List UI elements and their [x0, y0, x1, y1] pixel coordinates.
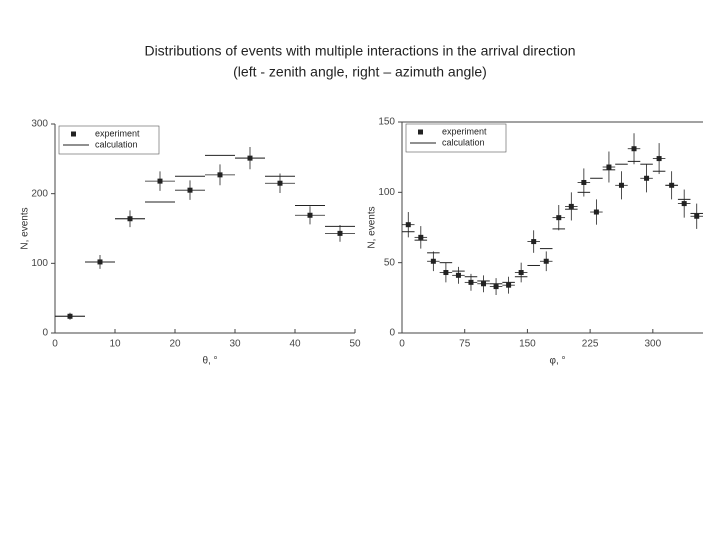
legend-label: experiment [442, 126, 487, 136]
y-tick-label: 300 [31, 119, 48, 130]
data-point [631, 146, 637, 152]
data-point [581, 179, 587, 185]
data-point [430, 258, 436, 264]
data-point [405, 222, 411, 228]
y-tick-label: 0 [42, 328, 48, 339]
x-axis-label: θ, ° [202, 356, 217, 367]
slide-title: Distributions of events with multiple in… [144, 43, 575, 59]
x-tick-label: 30 [229, 339, 241, 350]
legend-marker [418, 129, 423, 135]
legend-label: experiment [95, 128, 140, 138]
data-point [694, 213, 700, 219]
legend-box [405, 123, 507, 153]
x-tick-label: 225 [582, 339, 599, 350]
data-point [217, 172, 223, 178]
x-tick-label: 0 [52, 339, 58, 350]
data-point [307, 212, 313, 218]
data-point [681, 201, 687, 207]
y-tick-label: 0 [389, 328, 395, 339]
y-tick-label: 150 [378, 117, 395, 128]
data-point [644, 175, 650, 181]
x-tick-label: 300 [644, 339, 661, 350]
data-point [568, 203, 574, 209]
x-tick-label: 50 [349, 339, 361, 350]
y-tick-label: 100 [31, 258, 48, 269]
y-tick-label: 50 [384, 257, 396, 268]
y-axis-label: N, events [367, 206, 378, 248]
data-point [618, 182, 624, 188]
data-point [157, 178, 163, 184]
data-point [455, 272, 461, 278]
data-point [606, 164, 612, 170]
x-tick-label: 20 [169, 339, 181, 350]
data-point [506, 282, 512, 288]
data-point [277, 180, 283, 186]
legend-box [58, 125, 160, 155]
data-point [493, 284, 499, 290]
slide-subtitle: (left - zenith angle, right – azimuth an… [233, 64, 487, 80]
data-point [543, 258, 549, 264]
legend-label: calculation [95, 139, 138, 149]
x-tick-label: 0 [399, 339, 405, 350]
y-tick-label: 100 [378, 187, 395, 198]
y-tick-label: 200 [31, 188, 48, 199]
x-tick-label: 40 [289, 339, 301, 350]
data-point [418, 234, 424, 240]
data-point [337, 230, 343, 236]
data-point [187, 187, 193, 193]
data-point [443, 270, 449, 276]
legend-label: calculation [442, 137, 485, 147]
x-tick-label: 75 [459, 339, 471, 350]
data-point [656, 156, 662, 162]
data-point [468, 279, 474, 285]
data-point [481, 281, 487, 287]
data-point [518, 270, 524, 276]
x-axis-label: φ, ° [549, 356, 565, 367]
data-point [556, 215, 562, 221]
x-tick-label: 150 [519, 339, 536, 350]
x-tick-label: 10 [109, 339, 121, 350]
data-point [531, 239, 537, 245]
y-axis-label: N, events [20, 207, 31, 249]
data-point [593, 209, 599, 215]
legend-marker [71, 131, 76, 137]
